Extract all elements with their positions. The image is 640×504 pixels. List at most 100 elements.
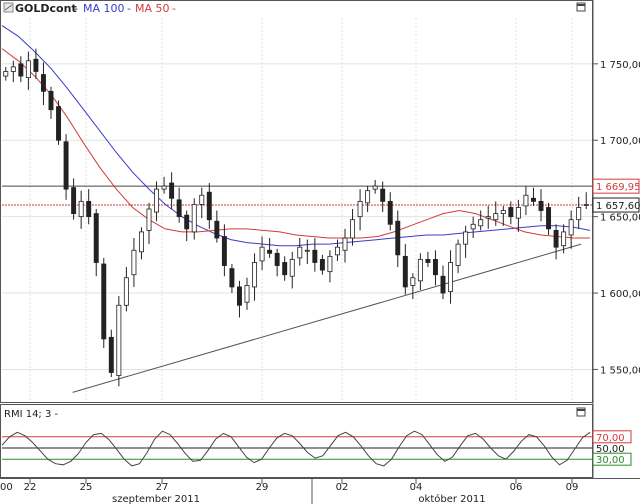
candle-body [101, 263, 107, 340]
candle-body [199, 194, 205, 205]
candle-body [538, 200, 544, 211]
rmi-line [1, 430, 591, 467]
candle-body [455, 243, 461, 266]
candle-body [146, 208, 152, 231]
ma100-label: MA 100 [83, 2, 125, 15]
candle-body [357, 200, 363, 218]
candle-body [176, 199, 182, 218]
candle-body [395, 220, 401, 256]
candle-body [116, 304, 122, 376]
candle-body [425, 259, 431, 263]
rmi-panel [0, 404, 593, 478]
rmi-series [1, 430, 591, 467]
candle-body [546, 207, 552, 230]
ma50-line [1, 48, 590, 239]
price-tag-label: 1 669,95 [596, 182, 640, 193]
candle-body [448, 262, 454, 292]
rmi-level-label: 50,00 [596, 444, 625, 455]
y-tick-label: 1 550,00 [600, 365, 640, 376]
candle-body [86, 200, 92, 218]
x-tick-label: 27 [156, 482, 169, 493]
candle-body [440, 275, 446, 294]
rmi-level-label: 70,00 [596, 433, 625, 444]
candle-body [236, 286, 242, 306]
candle-body [470, 223, 476, 230]
rmi-header: RMI 14; 3 - [4, 407, 586, 420]
candle-body [530, 197, 536, 202]
candle-body [319, 259, 325, 271]
y-tick-label: 1 700,00 [600, 136, 640, 147]
month-label: október 2011 [418, 493, 485, 504]
candle-body [131, 249, 137, 276]
month-label: szeptember 2011 [112, 494, 200, 504]
candle-body [576, 207, 582, 221]
candle-body [10, 66, 16, 72]
candle-body [259, 246, 265, 262]
main-panel [0, 0, 593, 403]
chart-icon-line [4, 4, 13, 11]
candle-body [93, 213, 99, 263]
price-tag-lines [2, 185, 592, 206]
x-tick-label: 22 [24, 482, 37, 493]
candle-body [508, 207, 514, 218]
candle-body [463, 231, 469, 245]
candle-body [553, 229, 559, 248]
candle-body [312, 249, 318, 263]
candle-body [206, 191, 212, 221]
price-tag-box [592, 197, 640, 213]
candle-body [304, 249, 310, 252]
candle-body [478, 219, 484, 227]
rmi-level-label: 30,00 [596, 455, 625, 466]
candle-body [432, 259, 438, 276]
candle-body [410, 277, 416, 286]
rmi-maximize-icon[interactable] [576, 407, 586, 417]
candle-body [161, 185, 167, 190]
candle-body [25, 60, 31, 78]
candle-body [561, 231, 567, 247]
rmi-level-box [592, 452, 632, 466]
candle-body [493, 213, 499, 221]
y-axis: 1 750,00 1 700,00 1 650,00 1 600,00 1 550,00 [593, 60, 640, 376]
symbol-label: GOLDcont [15, 2, 77, 15]
candle-body [380, 188, 386, 202]
support-trendline [72, 243, 582, 393]
candle-body [138, 231, 144, 253]
candle-body [372, 185, 378, 190]
ma100-separator: - [127, 2, 131, 15]
price-tag-box [592, 178, 640, 194]
rmi-label: RMI 14; 3 - [4, 409, 59, 420]
ma50-separator: - [172, 2, 176, 15]
maximize-icon[interactable] [576, 2, 586, 12]
candle-body [244, 284, 250, 303]
candle-body [63, 141, 69, 190]
candle-body [500, 210, 506, 214]
candle-body [71, 187, 77, 214]
candle-body [417, 259, 423, 282]
price-tag-label: 1 657,60 [596, 201, 640, 212]
candle-body [3, 71, 9, 77]
price-tags: 1 669,95 1 657,60 [592, 178, 640, 213]
candle-body [334, 246, 340, 256]
x-tick-label: 02 [336, 482, 349, 493]
header-separator: - [74, 2, 78, 15]
candle-body [327, 255, 333, 273]
candle-body [18, 63, 24, 77]
candle-body [221, 236, 227, 266]
candle-body [33, 58, 39, 72]
candle-body [214, 220, 220, 239]
candle-body [154, 188, 160, 213]
candle-body [40, 74, 46, 92]
candle-body [297, 246, 303, 259]
y-tick-label: 1 650,00 [600, 213, 640, 224]
candle-body [365, 190, 371, 204]
rmi-level-box [592, 430, 632, 444]
ma50-label: MA 50 [135, 2, 170, 15]
x-tick-label: 04 [410, 482, 423, 493]
candle-body [523, 194, 529, 207]
x-edge-label: 00 [0, 482, 13, 493]
x-tick-label: 09 [566, 482, 579, 493]
candle-body [78, 200, 84, 218]
candle-body [123, 277, 129, 306]
